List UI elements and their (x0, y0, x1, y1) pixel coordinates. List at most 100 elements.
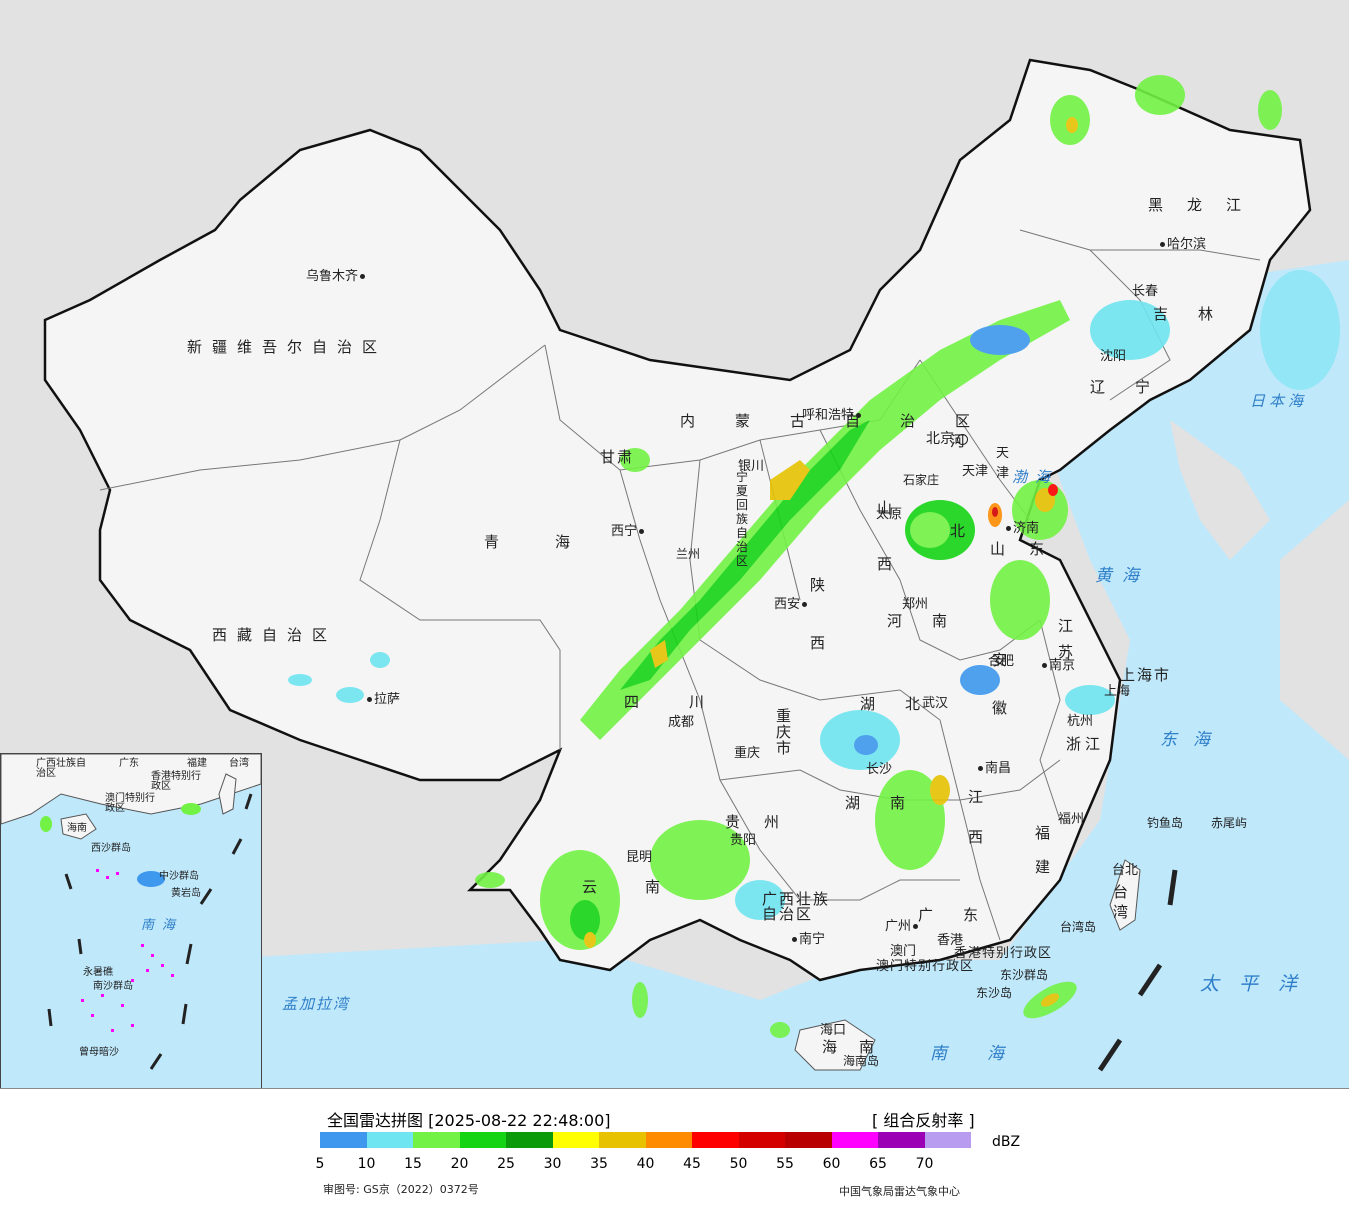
province-label-shanxi: 山西 (877, 499, 893, 573)
city-lanzhou: 兰州 (676, 547, 701, 561)
sea-label-pacific: 太平洋 (1200, 973, 1318, 995)
province-label-jiangsu: 江苏 (1058, 617, 1074, 661)
radar-map[interactable]: 新疆维吾尔自治区 西藏自治区 青海 甘肃 内蒙古自治区 黑龙江 吉林 辽宁 四川… (0, 0, 1349, 1088)
color-swatch-2 (413, 1132, 460, 1148)
city-lhasa: 拉萨 (365, 693, 400, 706)
island-label-hainan-dao: 海南岛 (843, 1054, 880, 1068)
province-label-tianjin: 天津 (996, 446, 1010, 481)
province-label-jilin: 吉林 (1153, 305, 1244, 323)
province-label-xizang: 西藏自治区 (212, 626, 338, 644)
color-swatch-5 (552, 1132, 599, 1148)
province-label-shanghai: 上海市 (1120, 666, 1172, 684)
south-china-sea-inset: 广西壮族自治区 广东 福建 台湾 香港特别行政区 澳门特别行政区 海南 西沙群岛… (0, 753, 262, 1088)
province-label-heilongjiang: 黑龙江 (1148, 196, 1266, 214)
province-label-taiwan: 台湾 (1113, 883, 1129, 921)
legend-product-type: [ 组合反射率 ] (872, 1111, 975, 1130)
city-shanghai: 上海 (1104, 684, 1131, 699)
city-shenyang: 沈阳 (1100, 349, 1127, 364)
inset-label-guangdong: 广东 (119, 758, 139, 769)
inset-label-fujian: 福建 (187, 758, 207, 769)
color-swatch-1 (366, 1132, 413, 1148)
inset-label-guangxi: 广西壮族自治区 (36, 758, 86, 779)
province-label-qinghai: 青海 (484, 533, 627, 551)
island-label-taiwan-dao: 台湾岛 (1060, 920, 1097, 934)
inset-sea-label: 南海 (141, 918, 184, 933)
city-nanning: 南宁 (790, 933, 825, 946)
province-label-guangdong: 广东 (918, 906, 1009, 924)
province-label-xinjiang: 新疆维吾尔自治区 (187, 338, 388, 356)
inset-canvas (1, 754, 261, 1070)
color-swatch-11 (831, 1132, 878, 1148)
city-fuzhou: 福州 (1058, 812, 1085, 827)
province-label-jiangxi: 江西 (968, 788, 984, 846)
city-changchun: 长春 (1132, 284, 1159, 299)
sea-label-east-sea: 东海 (1160, 730, 1226, 750)
province-label-fujian: 福建 (1035, 824, 1051, 876)
scale-tick-label: 15 (404, 1156, 422, 1172)
city-macau: 澳门 (890, 944, 917, 959)
sea-label-south-sea: 南海 (930, 1044, 1044, 1064)
scale-tick-label: 70 (915, 1156, 934, 1172)
color-swatch-0 (320, 1132, 367, 1148)
color-swatch-9 (738, 1132, 785, 1148)
city-guiyang: 贵阳 (730, 833, 757, 848)
province-label-guizhou: 贵州 (725, 813, 804, 831)
legend-panel: 全国雷达拼图 [2025-08-22 22:48:00] [ 组合反射率 ] d… (0, 1088, 1349, 1209)
scale-tick-label: 25 (497, 1156, 515, 1172)
city-kunming: 昆明 (626, 850, 653, 865)
city-hefei: 合肥 (988, 654, 1015, 669)
province-label-hainan: 海南 (822, 1038, 897, 1056)
city-harbin: 哈尔滨 (1158, 238, 1206, 251)
province-label-henan: 河南 (887, 612, 978, 630)
province-label-shandong: 山东 (990, 540, 1069, 558)
inset-label-xisha: 西沙群岛 (91, 843, 131, 854)
inset-label-hainan: 海南 (67, 823, 87, 834)
sea-label-bohai: 渤海 (1012, 468, 1059, 486)
city-chengdu: 成都 (668, 715, 695, 730)
inset-label-zengmu: 曾母暗沙 (79, 1047, 119, 1058)
sea-label-bay-of-bengal: 孟加拉湾 (282, 995, 351, 1013)
city-jinan: 济南 (1004, 522, 1039, 535)
province-label-zhejiang: 浙江 (1066, 735, 1105, 753)
scale-tick-label: 45 (683, 1156, 701, 1172)
inset-label-huangyan: 黄岩岛 (171, 888, 201, 899)
city-taipei: 台北 (1112, 863, 1139, 878)
city-guangzhou: 广州 (885, 920, 920, 933)
color-swatch-7 (645, 1132, 692, 1148)
scale-tick-label: 60 (822, 1156, 841, 1172)
city-urumqi: 乌鲁木齐 (306, 270, 367, 283)
province-label-hongkong: 香港特别行政区 (954, 946, 1053, 961)
province-label-ningxia: 宁夏回族自治区 (736, 470, 749, 568)
color-swatch-12 (878, 1132, 925, 1148)
province-label-hunan: 湖南 (845, 794, 936, 812)
sea-label-japan-sea: 日本海 (1250, 392, 1308, 410)
island-label-diaoyu: 钓鱼岛 (1147, 816, 1184, 830)
city-shijiazhuang: 石家庄 (903, 473, 940, 487)
data-source: 中国气象局雷达气象中心 (839, 1185, 960, 1198)
city-beijing: 北京 (926, 432, 968, 446)
city-changsha: 长沙 (866, 762, 893, 777)
province-label-liaoning: 辽宁 (1090, 378, 1181, 396)
inset-label-yongshu: 永暑礁 (83, 967, 113, 978)
island-label-dongsha-dao: 东沙岛 (976, 986, 1013, 1000)
province-label-sichuan: 四川 (624, 693, 755, 711)
sea-label-yellow-sea: 黄海 (1095, 566, 1149, 586)
province-label-macau: 澳门特别行政区 (876, 959, 975, 974)
map-canvas (43, 58, 1349, 1088)
color-swatch-10 (785, 1132, 832, 1148)
city-chongqing: 重庆 (734, 746, 761, 761)
city-yinchuan: 银川 (738, 459, 765, 474)
scale-tick-label: 5 (315, 1156, 325, 1172)
scale-tick-label: 10 (357, 1156, 376, 1172)
color-swatch-3 (459, 1132, 506, 1148)
province-label-hubei: 湖北 (860, 695, 951, 713)
scale-tick-label: 55 (776, 1156, 794, 1172)
inset-label-hongkong: 香港特别行政区 (151, 771, 201, 792)
province-label-guangxi: 广西壮族自治区 (762, 890, 831, 923)
legend-title: 全国雷达拼图 [2025-08-22 22:48:00] (327, 1111, 611, 1130)
province-label-hebei: 河北 (950, 432, 966, 540)
city-hangzhou: 杭州 (1067, 714, 1094, 729)
city-taiyuan: 太原 (876, 507, 903, 522)
color-swatch-8 (692, 1132, 739, 1148)
province-label-gansu: 甘肃 (600, 448, 635, 466)
